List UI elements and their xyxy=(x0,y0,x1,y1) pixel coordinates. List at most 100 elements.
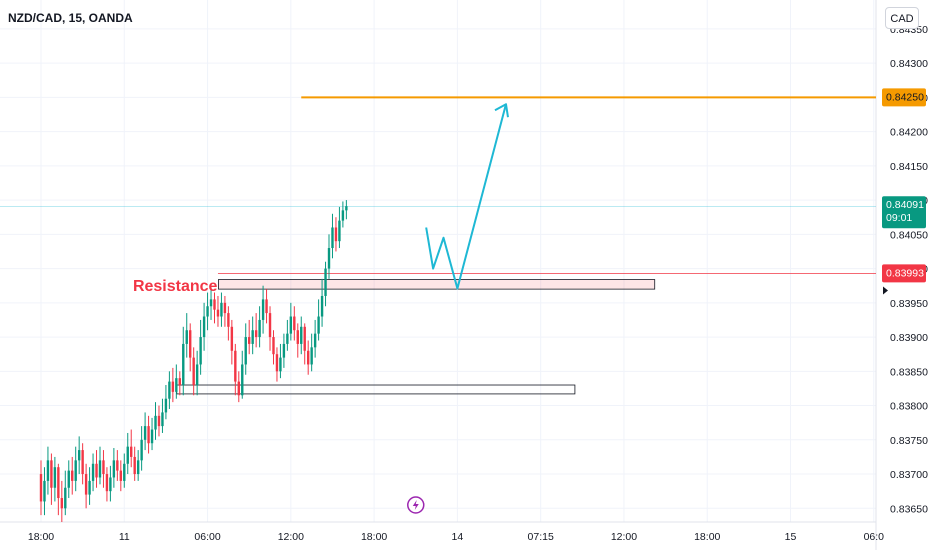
candle-body xyxy=(258,319,261,338)
price-tick-label: 0.84050 xyxy=(890,229,928,241)
candle-body xyxy=(53,467,57,488)
axis-pointer-icon xyxy=(883,286,888,295)
candle-body xyxy=(46,460,50,481)
candle-body xyxy=(251,330,254,344)
candle-body xyxy=(317,316,320,334)
candle-body xyxy=(136,460,140,475)
support-zone xyxy=(176,384,576,395)
candle-body xyxy=(282,343,286,358)
candle-body xyxy=(286,333,289,344)
candle-body xyxy=(84,474,88,495)
target-price-tag-text: 0.84250 xyxy=(886,91,924,103)
target-price-tag xyxy=(882,88,926,107)
time-tick-label: 07:15 xyxy=(528,531,554,543)
candle-body xyxy=(102,460,105,475)
candle-body xyxy=(272,337,275,355)
candle-body xyxy=(50,460,53,488)
resistance-zone xyxy=(218,279,656,290)
time-tick-label: 18:00 xyxy=(361,531,387,543)
candle-body xyxy=(123,463,126,481)
candle-body xyxy=(320,295,324,317)
lightning-glyph xyxy=(412,500,419,510)
candle-body xyxy=(43,480,46,502)
candle-body xyxy=(178,378,181,386)
candle-body xyxy=(164,398,168,413)
price-tick-label: 0.83750 xyxy=(890,435,928,447)
candle-body xyxy=(182,343,185,386)
candle-body xyxy=(303,326,306,351)
price-tick-label: 0.84150 xyxy=(890,161,928,173)
candle-body xyxy=(248,337,251,344)
candle-body xyxy=(289,316,293,334)
candle-body xyxy=(98,460,102,478)
projection-arrowhead xyxy=(494,103,509,118)
candle-body xyxy=(275,354,279,372)
candle-body xyxy=(310,347,313,365)
candle-body xyxy=(230,326,234,351)
candle-body xyxy=(213,299,216,310)
last-price-tag xyxy=(882,196,926,229)
candle-body xyxy=(67,470,70,488)
candle-body xyxy=(209,299,213,307)
candle-body xyxy=(192,357,195,386)
symbol-title: NZD/CAD, 15, OANDA xyxy=(8,11,133,25)
time-tick-label: 06:0 xyxy=(864,531,885,543)
price-tick-label: 0.83900 xyxy=(890,332,928,344)
resistance-label: Resistance xyxy=(133,278,218,295)
candle-body xyxy=(140,439,143,461)
last-price-tag-text: 0.84091 xyxy=(886,199,924,211)
time-axis: 18:00 11 06:00 12:00 18:00 14 07:15 12:00 18:00 1… xyxy=(28,531,884,543)
resistance-price-tag-text: 0.83993 xyxy=(886,267,924,279)
annotations: Resistance xyxy=(133,278,425,514)
candle-body xyxy=(327,248,331,269)
candle-body xyxy=(195,364,199,386)
candle-body xyxy=(57,467,60,499)
candle-body xyxy=(64,487,67,509)
currency-button[interactable]: CAD xyxy=(885,7,919,29)
time-tick-label: 14 xyxy=(452,531,464,543)
candle-body xyxy=(244,337,247,365)
candle-body xyxy=(296,330,299,344)
candle-body xyxy=(109,477,112,492)
candle-body xyxy=(265,299,268,314)
candle-body xyxy=(331,227,334,249)
price-tick-label: 0.84300 xyxy=(890,58,928,70)
price-tick-label: 0.83700 xyxy=(890,469,928,481)
candle-body xyxy=(171,381,175,392)
time-tick-label: 15 xyxy=(785,531,797,543)
candle-body xyxy=(313,333,317,348)
candle-body xyxy=(306,350,310,365)
levels xyxy=(0,96,876,274)
price-tick-label: 0.83650 xyxy=(890,503,928,515)
candle-body xyxy=(206,306,209,317)
candle-body xyxy=(119,470,123,481)
projection-line xyxy=(425,103,507,290)
candle-body xyxy=(324,268,327,296)
time-tick-label: 11 xyxy=(119,531,130,543)
candle-body xyxy=(279,357,282,372)
candle-body xyxy=(261,299,265,320)
candles xyxy=(39,200,348,522)
candle-body xyxy=(220,302,223,317)
candle-body xyxy=(161,412,164,427)
price-tick-label: 0.83950 xyxy=(890,298,928,310)
candle-body xyxy=(95,463,98,478)
candle-body xyxy=(189,330,192,358)
candle-body xyxy=(133,456,136,475)
candle-body xyxy=(126,446,129,464)
candle-body xyxy=(143,426,147,440)
candle-body xyxy=(60,498,64,509)
resistance-price-tag xyxy=(882,264,926,283)
candle-body xyxy=(254,330,258,338)
candle-body xyxy=(157,415,161,427)
candle-body xyxy=(216,309,220,317)
candle-body xyxy=(154,415,157,430)
time-tick-label: 18:00 xyxy=(694,531,720,543)
grid xyxy=(0,0,877,550)
time-tick-label: 12:00 xyxy=(278,531,304,543)
price-tick-label: 0.83850 xyxy=(890,366,928,378)
candle-body xyxy=(334,227,338,242)
candle-body xyxy=(268,313,272,338)
candle-body xyxy=(150,429,154,444)
